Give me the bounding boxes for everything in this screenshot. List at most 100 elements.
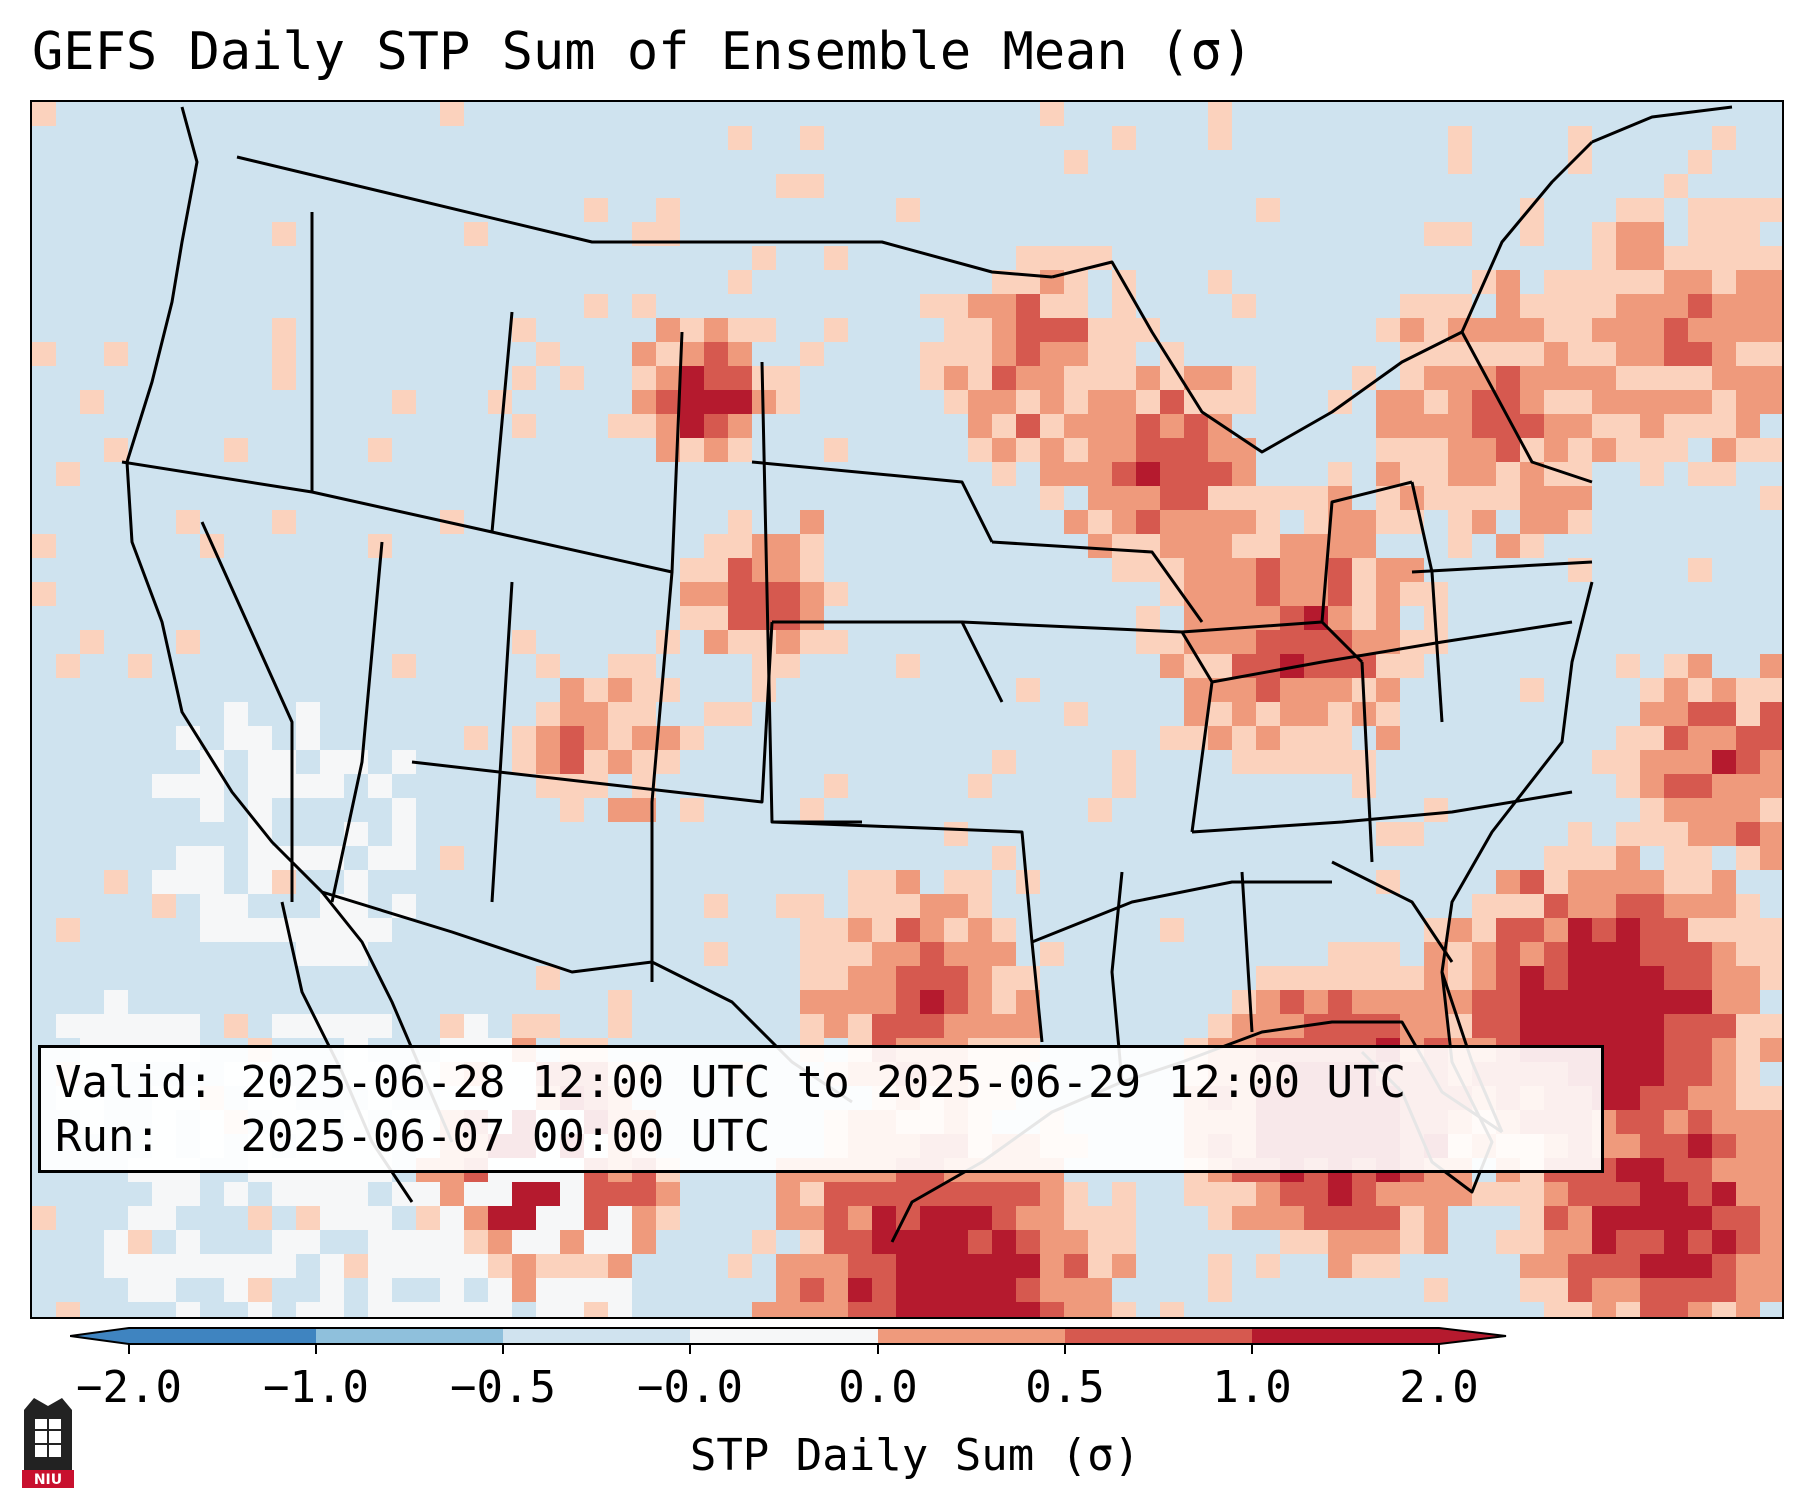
field-cell [1736,1254,1760,1278]
field-cell [536,1230,560,1254]
field-cell [800,1302,824,1317]
field-cell [1616,822,1640,846]
field-cell [1088,462,1112,486]
field-cell [1400,966,1424,990]
field-cell [56,1302,80,1317]
field-cell [1424,462,1448,486]
field-cell [1328,1182,1352,1206]
field-cell [608,1302,632,1317]
field-cell [1592,942,1616,966]
field-cell [584,1254,608,1278]
field-cell [1664,1110,1688,1134]
field-cell [176,1302,200,1317]
colorbar-segment [316,1328,503,1344]
field-cell [1208,510,1232,534]
field-cell [1376,390,1400,414]
field-cell [1136,486,1160,510]
field-cell [512,1230,536,1254]
field-cell [1520,534,1544,558]
field-cell [1616,1134,1640,1158]
field-cell [1568,1302,1592,1317]
field-cell [368,918,392,942]
field-cell [1064,246,1088,270]
us-west-coast [125,106,454,1143]
field-cell [416,1206,440,1230]
field-cell [1664,174,1688,198]
field-cell [200,894,224,918]
field-cell [1736,1086,1760,1110]
field-cell [1424,366,1448,390]
field-cell [1016,1206,1040,1230]
field-cell [1160,582,1184,606]
field-cell [1136,366,1160,390]
field-cell [1256,582,1280,606]
field-cell [1688,894,1712,918]
field-cell [1088,438,1112,462]
field-cell [1664,702,1688,726]
field-cell [104,438,128,462]
field-cell [848,990,872,1014]
field-cell [1208,390,1232,414]
field-cell [1592,918,1616,942]
state-border-27 [1460,331,1593,484]
field-cell [1352,942,1376,966]
field-cell [1736,390,1760,414]
field-cell [200,798,224,822]
field-cell [1376,702,1400,726]
field-cell [1712,774,1736,798]
field-cell [1616,414,1640,438]
field-cell [1736,1038,1760,1062]
field-cell [1688,798,1712,822]
field-cell [800,1230,824,1254]
field-cell [1472,414,1496,438]
field-cell [824,1278,848,1302]
field-cell [1064,414,1088,438]
field-cell [1544,294,1568,318]
field-cell [1760,1182,1782,1206]
field-cell [224,1182,248,1206]
field-cell [896,894,920,918]
field-cell [1616,222,1640,246]
field-cell [1736,342,1760,366]
field-cell [1472,462,1496,486]
field-cell [1640,702,1664,726]
field-cell [416,1182,440,1206]
field-cell [1760,1038,1782,1062]
field-cell [656,390,680,414]
field-cell [1616,1206,1640,1230]
field-cell [1664,1038,1688,1062]
field-cell [536,654,560,678]
field-cell [1664,942,1688,966]
field-cell [1016,342,1040,366]
colorbar-segment [1252,1328,1439,1344]
field-cell [1736,1278,1760,1302]
field-cell [1232,582,1256,606]
field-cell [1232,726,1256,750]
field-cell [248,726,272,750]
field-cell [752,1230,776,1254]
field-cell [800,174,824,198]
field-cell [1136,534,1160,558]
field-cell [992,1182,1016,1206]
field-cell [1112,534,1136,558]
field-cell [1304,990,1328,1014]
field-cell [992,342,1016,366]
field-cell [1640,774,1664,798]
field-cell [944,822,968,846]
field-cell [1664,390,1688,414]
field-cell [1640,246,1664,270]
field-cell [1760,1014,1782,1038]
field-cell [488,390,512,414]
field-cell [1568,1182,1592,1206]
field-cell [704,342,728,366]
field-cell [1496,918,1520,942]
field-cell [320,1206,344,1230]
field-cell [1496,942,1520,966]
field-cell [1520,1206,1544,1230]
field-cell [1616,1110,1640,1134]
field-cell [1640,1302,1664,1317]
field-cell [200,918,224,942]
field-cell [1664,654,1688,678]
field-cell [32,582,56,606]
field-cell [632,390,656,414]
